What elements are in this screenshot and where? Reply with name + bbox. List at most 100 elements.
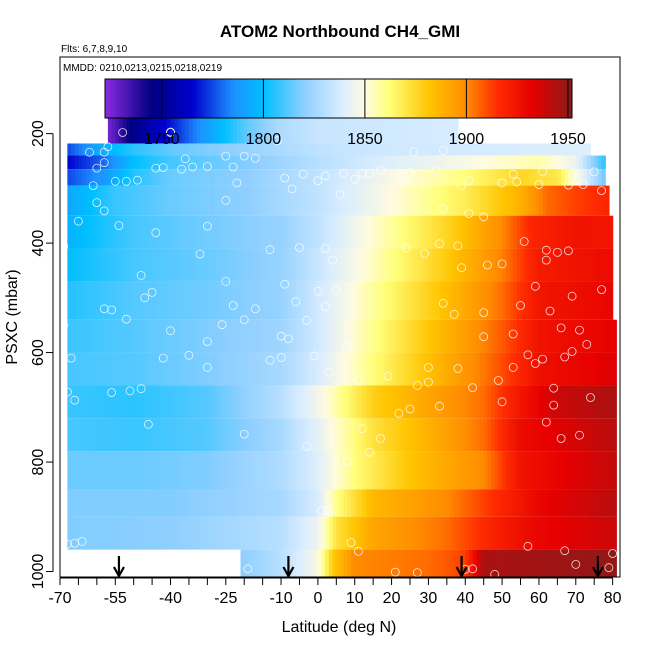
heatmap-cell xyxy=(358,352,363,386)
heatmap-cell xyxy=(557,215,562,249)
heatmap-cell xyxy=(369,185,374,216)
heatmap-cell xyxy=(406,185,411,216)
heatmap-cell xyxy=(292,489,297,517)
heatmap-cell xyxy=(387,418,393,452)
heatmap-cell xyxy=(421,215,426,249)
heatmap-cell xyxy=(362,385,367,419)
heatmap-field xyxy=(67,117,617,577)
heatmap-cell xyxy=(255,185,260,216)
heatmap-cell xyxy=(328,185,334,216)
sample-point xyxy=(567,171,577,181)
heatmap-cell xyxy=(417,281,422,320)
heatmap-cell xyxy=(314,215,319,249)
heatmap-cell xyxy=(233,117,238,144)
sample-point xyxy=(272,136,282,146)
heatmap-cell xyxy=(93,281,98,320)
heatmap-cell xyxy=(93,418,98,452)
heatmap-cell xyxy=(494,516,500,550)
heatmap-cell xyxy=(255,143,260,156)
heatmap-cell xyxy=(107,451,113,490)
heatmap-cell xyxy=(480,352,485,386)
heatmap-cell xyxy=(402,143,407,156)
heatmap-cell xyxy=(295,385,301,419)
heatmap-cell xyxy=(177,281,183,320)
sample-point xyxy=(309,351,319,361)
heatmap-cell xyxy=(303,418,308,452)
heatmap-cell xyxy=(225,352,231,386)
profile-arrow xyxy=(455,556,468,579)
heatmap-cell xyxy=(174,385,179,419)
heatmap-cell xyxy=(561,352,566,386)
heatmap-cell xyxy=(590,319,595,353)
colorbar-swatch xyxy=(122,79,126,118)
heatmap-cell xyxy=(166,143,172,156)
heatmap-cell xyxy=(550,143,555,156)
heatmap-cell xyxy=(166,185,172,216)
heatmap-cell xyxy=(100,489,105,517)
heatmap-cell xyxy=(89,169,94,186)
colorbar-swatch xyxy=(449,79,453,118)
heatmap-cell xyxy=(586,418,592,452)
heatmap-cell xyxy=(421,281,426,320)
heatmap-cell xyxy=(288,385,293,419)
heatmap-cell xyxy=(491,385,496,419)
heatmap-cell xyxy=(78,451,83,490)
heatmap-cell xyxy=(505,319,511,353)
colorbar-swatch xyxy=(285,79,290,118)
heatmap-cell xyxy=(509,549,514,577)
heatmap-cell xyxy=(229,248,234,282)
heatmap-cell xyxy=(387,385,393,419)
heatmap-cell xyxy=(583,385,588,419)
heatmap-cell xyxy=(454,385,459,419)
heatmap-cell xyxy=(597,385,603,419)
heatmap-cell xyxy=(421,516,426,550)
heatmap-cell xyxy=(520,385,525,419)
heatmap-cell xyxy=(196,385,201,419)
heatmap-cell xyxy=(538,281,544,320)
heatmap-cell xyxy=(71,281,76,320)
heatmap-cell xyxy=(594,489,599,517)
heatmap-cell xyxy=(468,319,474,353)
heatmap-cell xyxy=(586,319,592,353)
heatmap-cell xyxy=(177,169,183,186)
heatmap-cell xyxy=(553,489,558,517)
heatmap-cell xyxy=(457,248,463,282)
colorbar-swatch xyxy=(169,79,173,118)
heatmap-band xyxy=(67,352,617,386)
heatmap-cell xyxy=(336,117,341,144)
heatmap-cell xyxy=(550,385,555,419)
heatmap-cell xyxy=(262,319,267,353)
heatmap-cell xyxy=(277,117,282,144)
heatmap-cell xyxy=(550,169,555,186)
heatmap-cell xyxy=(505,418,511,452)
heatmap-cell xyxy=(85,451,91,490)
heatmap-cell xyxy=(520,248,525,282)
heatmap-band xyxy=(67,281,614,320)
heatmap-cell xyxy=(421,169,426,186)
heatmap-cell xyxy=(137,185,142,216)
heatmap-cell xyxy=(439,185,444,216)
heatmap-cell xyxy=(299,418,304,452)
heatmap-cell xyxy=(270,169,275,186)
heatmap-cell xyxy=(163,169,168,186)
heatmap-cell xyxy=(424,489,430,517)
heatmap-cell xyxy=(465,418,470,452)
heatmap-cell xyxy=(557,385,562,419)
heatmap-cell xyxy=(398,117,404,144)
heatmap-cell xyxy=(236,385,242,419)
heatmap-cell xyxy=(343,451,348,490)
heatmap-cell xyxy=(214,385,220,419)
heatmap-cell xyxy=(306,215,312,249)
heatmap-cell xyxy=(258,215,264,249)
y-tick-label: 600 xyxy=(30,339,47,366)
heatmap-cell xyxy=(262,451,267,490)
heatmap-cell xyxy=(365,516,371,550)
heatmap-cell xyxy=(435,185,441,216)
heatmap-cell xyxy=(594,418,599,452)
heatmap-cell xyxy=(141,451,146,490)
colorbar-swatch xyxy=(367,79,372,118)
heatmap-cell xyxy=(480,451,485,490)
heatmap-cell xyxy=(218,281,223,320)
heatmap-cell xyxy=(472,418,477,452)
heatmap-cell xyxy=(527,418,533,452)
